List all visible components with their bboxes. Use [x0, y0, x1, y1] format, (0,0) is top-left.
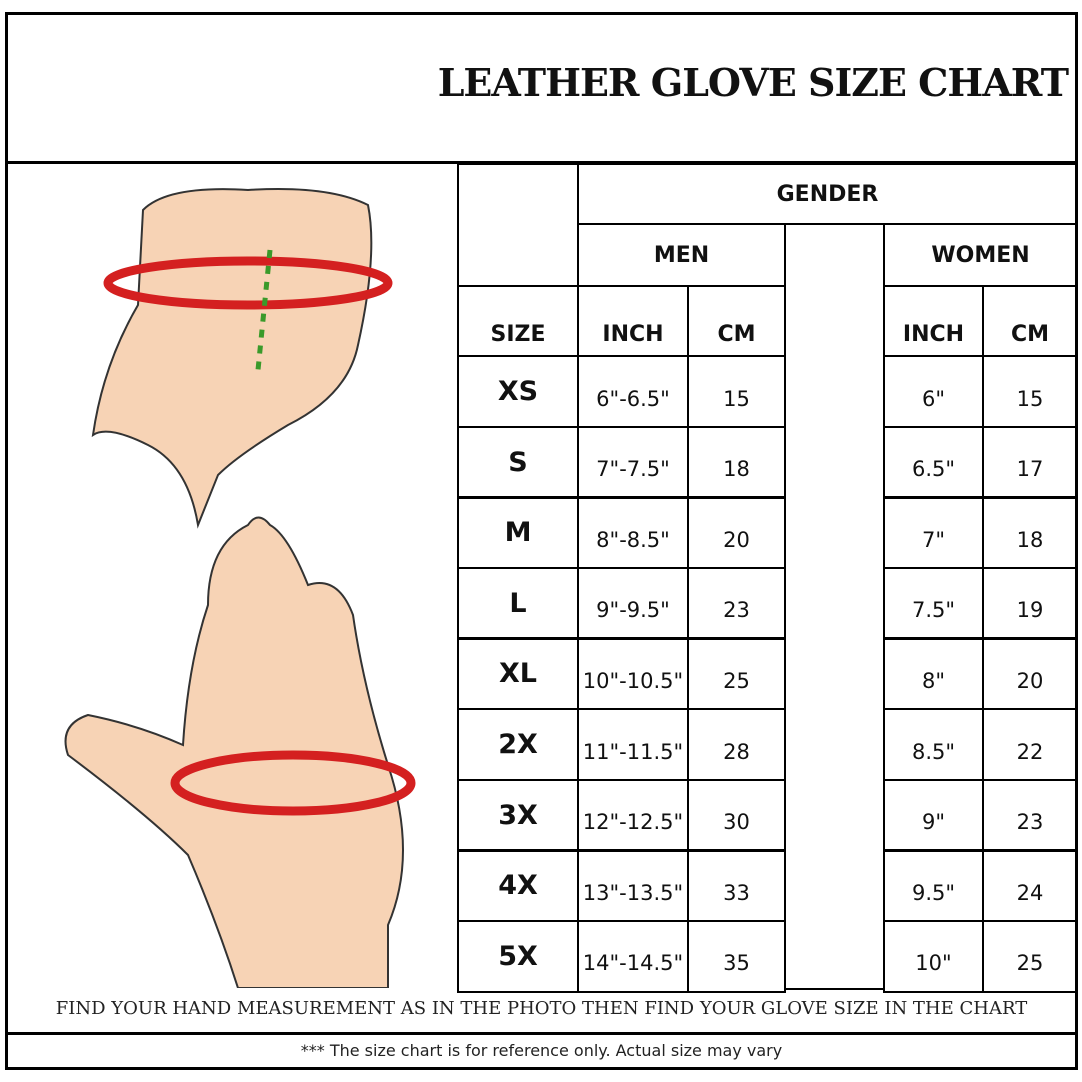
- cell-women-cm: 17: [982, 425, 1078, 499]
- cell-size: XL: [457, 637, 579, 711]
- cell-size: M: [457, 496, 579, 570]
- instruction-text: FIND YOUR HAND MEASUREMENT AS IN THE PHO…: [55, 998, 1028, 1019]
- hand-measure-arrow: [170, 750, 416, 816]
- cell-women-inch: 8.5": [883, 708, 984, 781]
- cell-size: XS: [457, 355, 579, 428]
- cell-women-inch: 6.5": [883, 425, 984, 499]
- disclaimer-text: *** The size chart is for reference only…: [300, 1041, 783, 1060]
- cell-women-cm: 25: [982, 919, 1078, 993]
- title-row: [5, 12, 1078, 164]
- cell-size: S: [457, 425, 579, 499]
- cell-size: 5X: [457, 919, 579, 993]
- cell-men-inch: 14"-14.5": [577, 919, 689, 993]
- cell-women-cm: 20: [982, 637, 1078, 711]
- cell-men-inch: 7"-7.5": [577, 425, 689, 499]
- cell-men-inch: 8"-8.5": [577, 496, 689, 570]
- cell-men-cm: 20: [687, 496, 786, 570]
- cell-men-inch: 6"-6.5": [577, 355, 689, 428]
- cell-women-cm: 23: [982, 778, 1078, 852]
- cell-women-cm: 15: [982, 355, 1078, 428]
- measure-guide-line: [255, 249, 273, 371]
- cell-size: L: [457, 566, 579, 640]
- palm-illustration: [64, 516, 404, 989]
- cell-men-cm: 18: [687, 425, 786, 499]
- men-header: MEN: [577, 223, 786, 287]
- cell-men-inch: 11"-11.5": [577, 708, 689, 781]
- cell-men-cm: 33: [687, 849, 786, 923]
- women-cm-header: CM: [982, 285, 1078, 357]
- gender-header: GENDER: [577, 163, 1078, 225]
- cell-men-inch: 13"-13.5": [577, 849, 689, 923]
- cell-women-inch: 10": [883, 919, 984, 993]
- cell-women-inch: 8": [883, 637, 984, 711]
- cell-men-cm: 23: [687, 566, 786, 640]
- cell-women-cm: 18: [982, 496, 1078, 570]
- cell-size: 2X: [457, 708, 579, 781]
- cell-women-cm: 19: [982, 566, 1078, 640]
- spacer-column: [784, 223, 885, 990]
- cell-size: 4X: [457, 849, 579, 923]
- disclaimer-row: [5, 1032, 1078, 1070]
- cell-size: 3X: [457, 778, 579, 852]
- wrist-measure-arrow: [103, 256, 393, 310]
- corner-cell: [457, 163, 579, 287]
- cell-women-inch: 9.5": [883, 849, 984, 923]
- fist-illustration: [91, 188, 373, 529]
- cell-men-cm: 30: [687, 778, 786, 852]
- cell-men-cm: 25: [687, 637, 786, 711]
- women-inch-header: INCH: [883, 285, 984, 357]
- women-header: WOMEN: [883, 223, 1078, 287]
- men-cm-header: CM: [687, 285, 786, 357]
- cell-men-inch: 10"-10.5": [577, 637, 689, 711]
- cell-men-inch: 9"-9.5": [577, 566, 689, 640]
- cell-men-cm: 35: [687, 919, 786, 993]
- men-inch-header: INCH: [577, 285, 689, 357]
- cell-women-inch: 9": [883, 778, 984, 852]
- cell-men-cm: 28: [687, 708, 786, 781]
- cell-women-cm: 22: [982, 708, 1078, 781]
- size-header: SIZE: [457, 285, 579, 357]
- cell-women-inch: 7": [883, 496, 984, 570]
- cell-women-inch: 7.5": [883, 566, 984, 640]
- cell-men-inch: 12"-12.5": [577, 778, 689, 852]
- cell-women-inch: 6": [883, 355, 984, 428]
- page-title: LEATHER GLOVE SIZE CHART: [437, 60, 1069, 105]
- cell-women-cm: 24: [982, 849, 1078, 923]
- cell-men-cm: 15: [687, 355, 786, 428]
- hand-illustration: [8, 165, 456, 989]
